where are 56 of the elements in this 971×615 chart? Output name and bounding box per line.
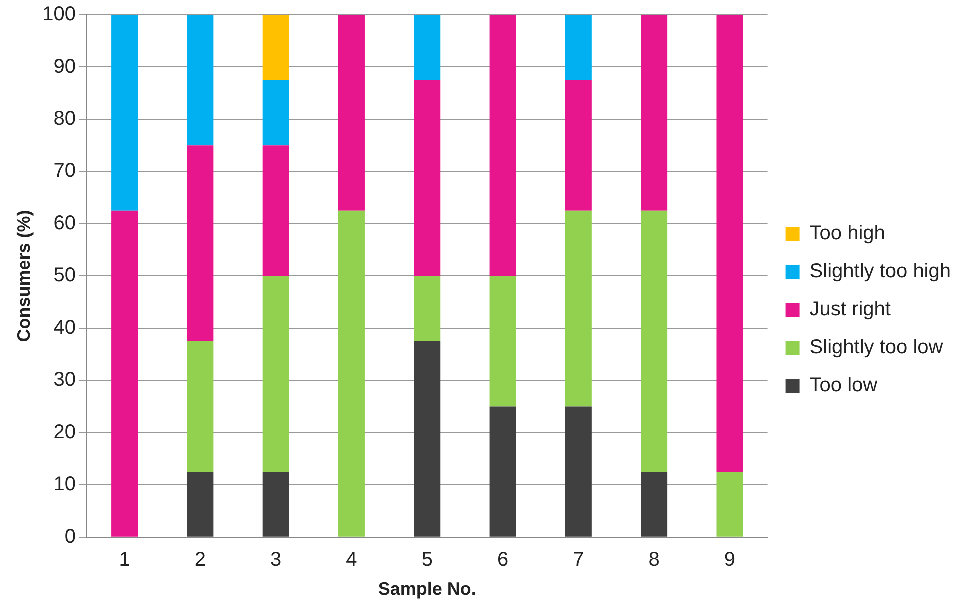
bar — [490, 406, 516, 537]
x-tick-label: 1 — [119, 548, 130, 571]
bar — [262, 15, 290, 80]
x-tick-label: 7 — [573, 548, 584, 571]
y-tick-label: 40 — [54, 316, 76, 339]
bar — [414, 276, 441, 342]
x-axis-title: Sample No. — [378, 579, 476, 600]
bar — [641, 15, 668, 211]
bar — [716, 472, 744, 537]
legend-label: Slightly too low — [810, 336, 944, 359]
bar — [338, 210, 365, 537]
x-tick-label: 4 — [346, 548, 358, 571]
bar — [187, 342, 214, 472]
bar — [641, 472, 668, 537]
bar — [565, 406, 592, 537]
legend-label: Too low — [810, 374, 878, 397]
x-tick-label: 2 — [194, 548, 206, 571]
y-tick-label: 20 — [54, 421, 76, 444]
bar — [414, 15, 441, 80]
y-tick-label: 80 — [54, 108, 76, 130]
y-tick-label: 50 — [54, 264, 76, 287]
y-tick-label: 90 — [54, 56, 76, 78]
bar — [112, 15, 138, 211]
x-tick-label: 5 — [422, 548, 433, 571]
legend-label: Too high — [810, 222, 886, 245]
bar — [490, 276, 516, 407]
bar — [565, 15, 592, 80]
bar — [187, 472, 214, 537]
y-tick-label: 10 — [54, 474, 76, 496]
legend-label: Slightly too high — [810, 260, 951, 283]
y-tick-label: 0 — [64, 526, 76, 548]
x-tick-label: 9 — [724, 548, 736, 571]
bar — [490, 15, 516, 276]
x-tick-label: 6 — [497, 548, 509, 571]
bar — [262, 80, 290, 146]
y-tick-label: 30 — [54, 369, 76, 392]
bar — [187, 146, 214, 342]
x-tick-label: 3 — [270, 548, 282, 571]
bar — [414, 342, 441, 537]
y-tick-label: 60 — [54, 212, 76, 234]
bar — [338, 15, 365, 211]
y-axis-title: Consumers (%) — [14, 210, 34, 342]
bar — [262, 276, 290, 472]
bar — [187, 15, 214, 146]
bar — [565, 210, 592, 407]
x-tick-label: 8 — [648, 548, 660, 571]
bar — [414, 80, 441, 276]
bar — [565, 80, 592, 211]
y-tick-label: 70 — [54, 160, 76, 182]
bar — [716, 15, 744, 472]
bar — [112, 210, 138, 537]
legend-label: Just right — [810, 298, 892, 321]
bar — [262, 472, 290, 537]
bar — [641, 210, 668, 472]
bar — [262, 146, 290, 276]
y-tick-label: 100 — [42, 4, 76, 26]
